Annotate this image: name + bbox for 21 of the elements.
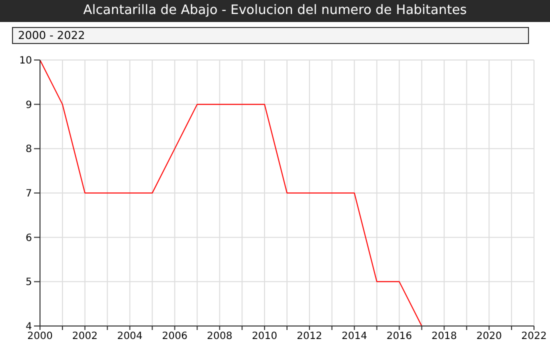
x-tick-label: 2018 [431, 331, 457, 342]
x-tick-label: 2020 [476, 331, 502, 342]
x-tick-label: 2022 [521, 331, 547, 342]
y-tick-label: 7 [26, 188, 32, 200]
x-tick-label: 2006 [162, 331, 188, 342]
y-tick-label: 9 [26, 100, 32, 111]
y-tick-label: 5 [26, 277, 32, 288]
x-tick-label: 2008 [206, 331, 232, 342]
y-tick-label: 8 [26, 144, 32, 156]
x-tick-label: 2014 [342, 331, 368, 342]
y-tick-label: 10 [19, 56, 32, 67]
x-tick-label: 2016 [386, 331, 412, 342]
x-tick-label: 2012 [296, 331, 322, 342]
chart-subtitle: 2000 - 2022 [12, 27, 529, 44]
y-tick-label: 4 [26, 322, 32, 333]
x-tick-label: 2010 [252, 331, 278, 342]
x-tick-label: 2002 [72, 331, 98, 342]
y-tick-label: 6 [26, 232, 32, 244]
x-tick-label: 2004 [117, 331, 143, 342]
chart-title: Alcantarilla de Abajo - Evolucion del numero de Habitantes [0, 0, 550, 22]
x-tick-label: 2000 [27, 331, 53, 342]
